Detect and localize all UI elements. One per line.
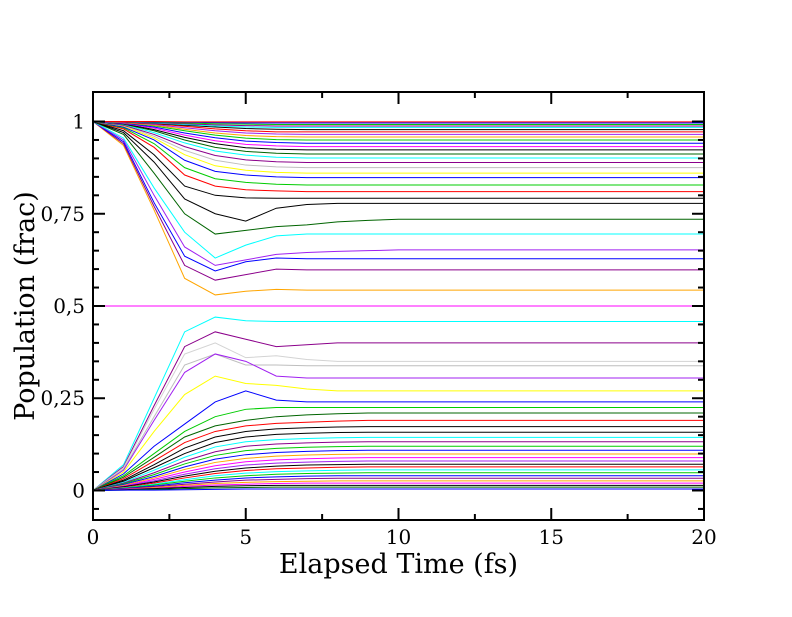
x-tick-label: 10 [386, 525, 411, 549]
y-axis-label: Population (frac) [10, 191, 41, 421]
x-tick-label: 5 [239, 525, 252, 549]
y-tick-label: 0,5 [53, 294, 85, 318]
x-tick-label: 0 [87, 525, 100, 549]
y-tick-label: 1 [72, 110, 85, 134]
x-tick-label: 20 [691, 525, 716, 549]
x-axis-label: Elapsed Time (fs) [279, 549, 518, 580]
x-tick-label: 15 [539, 525, 564, 549]
y-tick-label: 0,75 [40, 202, 85, 226]
y-tick-label: 0,25 [40, 386, 85, 410]
y-tick-label: 0 [72, 478, 85, 502]
